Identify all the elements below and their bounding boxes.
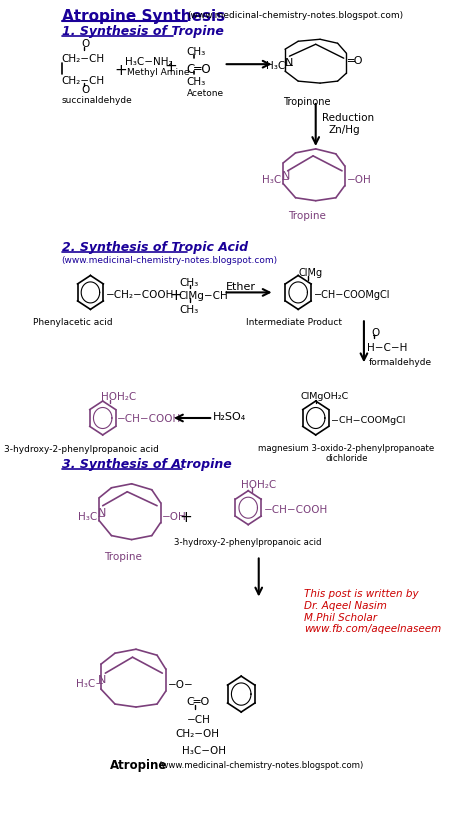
Text: formaldehyde: formaldehyde [369,358,432,367]
Text: +: + [114,63,127,78]
Text: CH₂−CH: CH₂−CH [62,54,105,64]
Text: H₃C−: H₃C− [78,512,106,522]
Text: succinaldehyde: succinaldehyde [62,96,132,105]
Text: N: N [98,508,106,518]
Text: Atropine Synthesis: Atropine Synthesis [62,9,225,24]
Text: Intermediate Product: Intermediate Product [246,319,342,327]
Text: −OH: −OH [346,175,371,185]
Text: H₃C−: H₃C− [262,175,290,185]
Text: Atropine: Atropine [109,759,167,771]
Text: Acetone: Acetone [187,89,224,98]
Text: N: N [285,58,293,68]
Text: HOH₂C: HOH₂C [101,392,136,402]
Text: ClMgOH₂C: ClMgOH₂C [301,392,349,401]
Text: H₃C−NH₂: H₃C−NH₂ [126,58,173,68]
Text: CH₃: CH₃ [187,77,206,87]
Text: CH₃: CH₃ [180,279,199,289]
Text: (www.medicinal-chemistry-notes.blogspot.com): (www.medicinal-chemistry-notes.blogspot.… [187,12,403,20]
Text: CH₃: CH₃ [187,48,206,58]
Text: (www.medicinal-chemistry-notes.blogspot.com): (www.medicinal-chemistry-notes.blogspot.… [158,761,363,770]
Text: −CH−COOH: −CH−COOH [264,505,328,515]
Text: C═O: C═O [186,63,210,76]
Text: O: O [371,329,379,339]
Text: 3-hydroxy-2-phenylpropanoic acid: 3-hydroxy-2-phenylpropanoic acid [174,538,322,546]
Text: CH₂−CH: CH₂−CH [62,76,105,86]
Text: (www.medicinal-chemistry-notes.blogspot.com): (www.medicinal-chemistry-notes.blogspot.… [62,255,278,264]
Text: Reduction: Reduction [322,113,374,123]
Text: −CH−COOMgCl: −CH−COOMgCl [314,290,391,300]
Text: 2. Synthesis of Tropic Acid: 2. Synthesis of Tropic Acid [62,240,247,254]
Text: O: O [82,39,90,49]
Text: 3. Synthesis of Atropine: 3. Synthesis of Atropine [62,458,231,471]
Text: H₂SO₄: H₂SO₄ [213,412,246,422]
Text: ClMg: ClMg [298,269,322,279]
Text: ═O: ═O [347,56,363,66]
Text: −O−: −O− [168,680,193,690]
Text: H₃C−OH: H₃C−OH [182,746,226,756]
Text: 1. Synthesis of Tropine: 1. Synthesis of Tropine [62,25,223,38]
Text: N: N [98,676,106,686]
Text: H−C−H: H−C−H [367,344,408,354]
Text: CH₂−OH: CH₂−OH [175,729,219,739]
Text: HOH₂C: HOH₂C [241,480,276,490]
Text: 3-hydroxy-2-phenylpropanoic acid: 3-hydroxy-2-phenylpropanoic acid [4,445,159,454]
Text: Ether: Ether [226,283,256,293]
Text: −CH₂−COOH: −CH₂−COOH [106,290,174,300]
Text: +: + [169,289,182,304]
Text: −CH: −CH [187,715,211,725]
Text: H₃C−: H₃C− [76,679,104,689]
Text: −CH−COOMgCl: −CH−COOMgCl [331,416,406,425]
Text: Phenylacetic acid: Phenylacetic acid [33,319,113,327]
Text: Tropinone: Tropinone [283,97,331,107]
Text: Zn/Hg: Zn/Hg [329,125,361,135]
Text: C═O: C═O [187,697,210,707]
Text: +: + [180,510,192,525]
Text: Tropine: Tropine [288,211,326,221]
Text: magnesium 3-oxido-2-phenylpropanoate
dichloride: magnesium 3-oxido-2-phenylpropanoate dic… [258,444,435,464]
Text: ClMg−CH: ClMg−CH [178,291,228,301]
Text: O: O [82,85,90,95]
Text: Methyl Amine: Methyl Amine [127,68,190,78]
Text: −CH−COOH: −CH−COOH [117,414,181,424]
Text: CH₃: CH₃ [180,305,199,315]
Text: H₃C−: H₃C− [266,61,294,71]
Text: This post is written by
Dr. Aqeel Nasim
M.Phil Scholar
www.fb.com/aqeelnaseem: This post is written by Dr. Aqeel Nasim … [304,590,442,634]
Text: −OH: −OH [162,512,187,522]
Text: N: N [282,171,290,181]
Text: +: + [164,59,177,74]
Text: Tropine: Tropine [104,551,142,561]
